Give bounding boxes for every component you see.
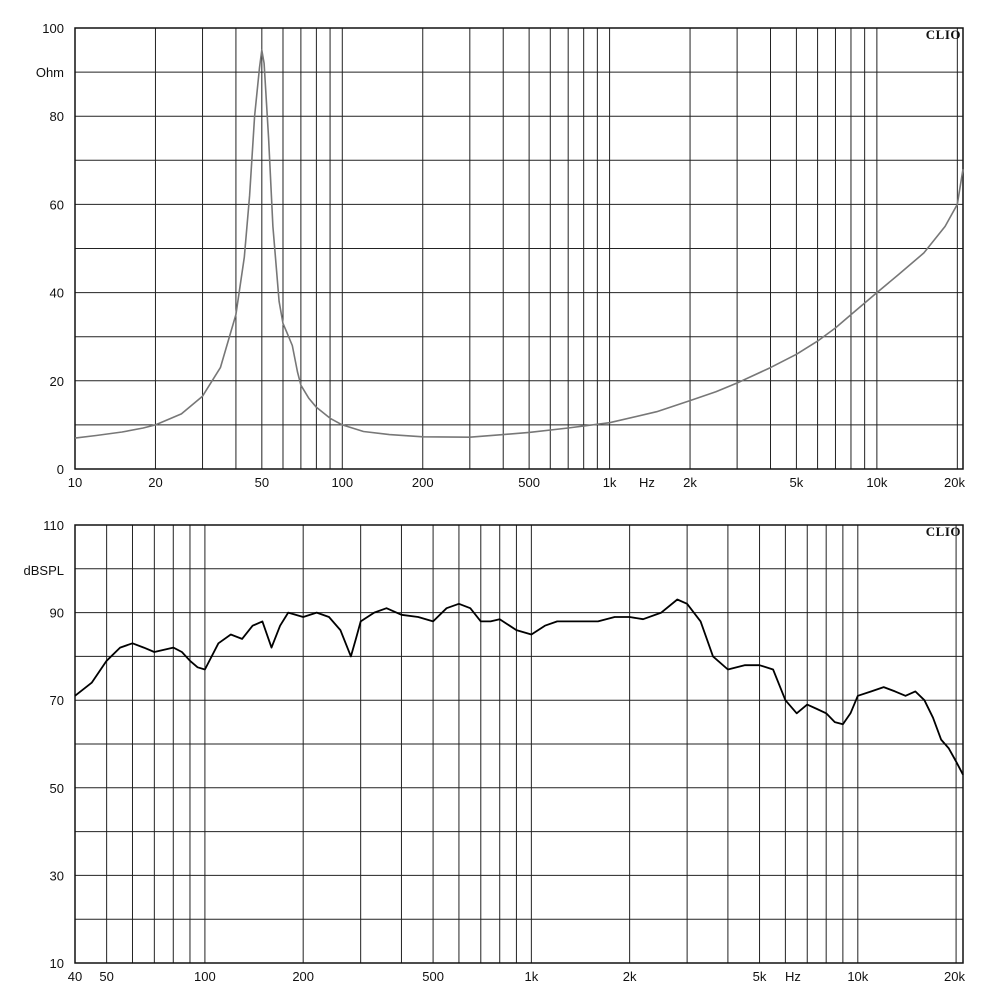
y-tick-label: 60 [50, 197, 64, 212]
y-tick-label: 20 [50, 374, 64, 389]
clio-brand-label: CLIO [926, 27, 961, 42]
y-axis-label: dBSPL [24, 563, 64, 578]
x-axis-unit-label: Hz [785, 969, 801, 984]
x-tick-label: 500 [422, 969, 444, 984]
y-tick-label: 50 [50, 781, 64, 796]
y-axis-label: Ohm [36, 65, 64, 80]
y-tick-label: 100 [42, 21, 64, 36]
x-tick-label: 1k [524, 969, 538, 984]
plot-frame [74, 27, 964, 470]
x-tick-label: 100 [194, 969, 216, 984]
y-tick-label: 40 [50, 286, 64, 301]
y-tick-label: 110 [43, 518, 64, 533]
chart-panel-1: 0 20 40 60 80 100 Ohm 10 20 50 100 200 500 1k 2k 5k 10k 2… [36, 21, 966, 490]
x-tick-label: 2k [623, 969, 637, 984]
x-axis-unit-label: Hz [639, 475, 655, 490]
x-tick-label: 100 [331, 475, 353, 490]
x-tick-label: 40 [68, 969, 82, 984]
x-tick-label: 200 [412, 475, 434, 490]
series-line-spl [74, 598, 964, 776]
series-line-impedance [74, 49, 964, 439]
x-tick-label: 20k [944, 475, 965, 490]
x-tick-label: 5k [790, 475, 804, 490]
y-tick-label: 80 [50, 109, 64, 124]
x-tick-label: 200 [292, 969, 314, 984]
x-tick-label: 20k [944, 969, 965, 984]
x-tick-label: 500 [518, 475, 540, 490]
x-tick-label: 50 [255, 475, 269, 490]
x-tick-label: 1k [603, 475, 617, 490]
x-tick-label: 10 [68, 475, 82, 490]
x-tick-label: 20 [148, 475, 162, 490]
clio-brand-label: CLIO [926, 524, 961, 539]
y-tick-label: 70 [50, 693, 64, 708]
plot-frame [74, 524, 964, 964]
chart-panel-2: 10 30 50 70 90 110 dBSPL 40 50 100 200 500 1k 2k 5k 10k… [24, 518, 966, 984]
y-tick-label: 0 [57, 462, 64, 477]
x-tick-label: 10k [866, 475, 887, 490]
y-tick-label: 10 [50, 956, 64, 971]
x-tick-label: 2k [683, 475, 697, 490]
x-tick-label: 10k [847, 969, 868, 984]
x-tick-label: 50 [99, 969, 113, 984]
y-tick-label: 30 [50, 868, 64, 883]
y-tick-label: 90 [50, 606, 64, 621]
x-tick-label: 5k [753, 969, 767, 984]
